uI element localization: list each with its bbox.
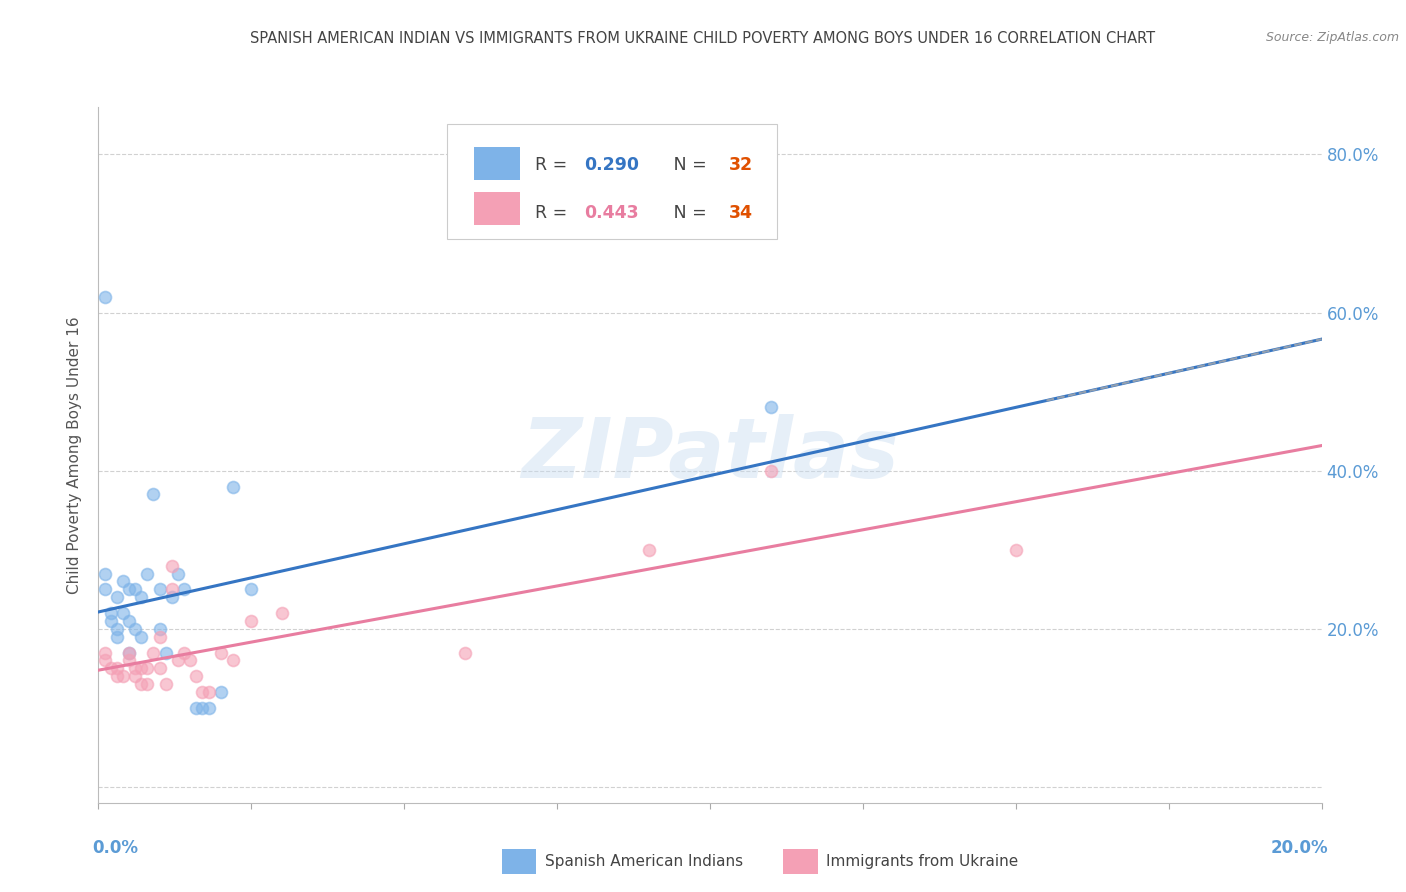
Point <box>100 661 122 675</box>
Point <box>136 566 159 581</box>
Point <box>118 646 141 660</box>
Point <box>142 646 165 660</box>
Point <box>100 606 122 620</box>
Text: 32: 32 <box>728 156 752 175</box>
Point <box>191 701 214 715</box>
Point <box>155 646 177 660</box>
Point <box>759 464 782 478</box>
Point <box>124 582 146 597</box>
Point <box>167 653 190 667</box>
Point <box>149 661 172 675</box>
Point <box>124 669 146 683</box>
Point <box>197 685 219 699</box>
Text: R =: R = <box>536 203 572 222</box>
Point <box>209 646 232 660</box>
Point <box>129 661 152 675</box>
Point <box>155 677 177 691</box>
Point <box>1004 542 1026 557</box>
Point <box>93 290 115 304</box>
Text: Spanish American Indians: Spanish American Indians <box>546 855 742 870</box>
Point <box>136 677 159 691</box>
Point <box>240 582 263 597</box>
Point <box>105 630 128 644</box>
Point <box>454 646 477 660</box>
Text: 0.0%: 0.0% <box>93 839 138 857</box>
Point <box>149 630 172 644</box>
Point <box>173 646 195 660</box>
Point <box>142 487 165 501</box>
Y-axis label: Child Poverty Among Boys Under 16: Child Poverty Among Boys Under 16 <box>67 316 83 594</box>
Point <box>240 614 263 628</box>
FancyBboxPatch shape <box>447 125 778 239</box>
Point <box>111 669 134 683</box>
Point <box>105 669 128 683</box>
Point <box>209 685 232 699</box>
Point <box>222 653 245 667</box>
FancyBboxPatch shape <box>474 192 520 226</box>
FancyBboxPatch shape <box>474 146 520 180</box>
Point <box>111 606 134 620</box>
Point <box>118 582 141 597</box>
Text: 0.443: 0.443 <box>583 203 638 222</box>
Text: Immigrants from Ukraine: Immigrants from Ukraine <box>827 855 1018 870</box>
Text: ZIPatlas: ZIPatlas <box>522 415 898 495</box>
Point <box>100 614 122 628</box>
Text: N =: N = <box>658 156 713 175</box>
Point <box>167 566 190 581</box>
Point <box>179 653 201 667</box>
Text: R =: R = <box>536 156 572 175</box>
Text: N =: N = <box>658 203 713 222</box>
Point <box>197 701 219 715</box>
Point <box>759 401 782 415</box>
Point <box>105 622 128 636</box>
FancyBboxPatch shape <box>502 849 536 874</box>
Point <box>129 677 152 691</box>
Point <box>186 701 208 715</box>
Text: 34: 34 <box>728 203 752 222</box>
Point <box>118 614 141 628</box>
Point <box>93 646 115 660</box>
Text: SPANISH AMERICAN INDIAN VS IMMIGRANTS FROM UKRAINE CHILD POVERTY AMONG BOYS UNDE: SPANISH AMERICAN INDIAN VS IMMIGRANTS FR… <box>250 31 1156 46</box>
Point <box>118 646 141 660</box>
Point <box>129 591 152 605</box>
Point <box>136 661 159 675</box>
FancyBboxPatch shape <box>783 849 818 874</box>
Text: 0.290: 0.290 <box>583 156 640 175</box>
Point <box>93 582 115 597</box>
Point <box>118 653 141 667</box>
Point <box>149 622 172 636</box>
Point <box>124 661 146 675</box>
Point <box>93 566 115 581</box>
Point <box>173 582 195 597</box>
Point <box>637 542 661 557</box>
Point <box>222 479 245 493</box>
Point <box>129 630 152 644</box>
Point <box>186 669 208 683</box>
Point <box>149 582 172 597</box>
Point <box>105 661 128 675</box>
Point <box>124 622 146 636</box>
Point <box>160 558 183 573</box>
Point <box>111 574 134 589</box>
Point <box>270 606 292 620</box>
Point <box>160 582 183 597</box>
Point <box>93 653 115 667</box>
Point <box>105 591 128 605</box>
Point <box>191 685 214 699</box>
Text: 20.0%: 20.0% <box>1270 839 1327 857</box>
Text: Source: ZipAtlas.com: Source: ZipAtlas.com <box>1265 31 1399 45</box>
Point <box>160 591 183 605</box>
